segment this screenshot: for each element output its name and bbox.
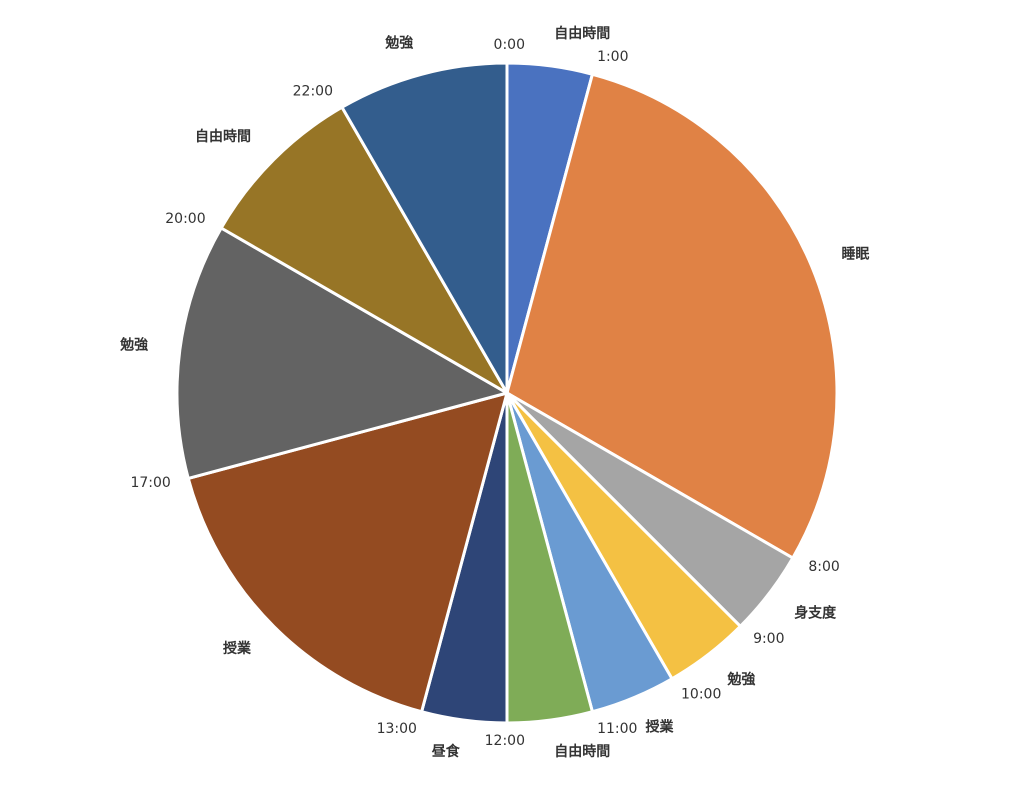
slice-label: 昼食 [432,743,461,760]
slice-label: 睡眠 [841,246,869,262]
slice-label: 授業 [646,718,675,735]
time-label: 17:00 [130,475,170,491]
slice-label: 自由時間 [554,743,610,760]
time-label: 9:00 [753,631,784,647]
slice-label: 身支度 [794,604,837,621]
time-label: 1:00 [597,49,628,65]
time-label: 20:00 [165,211,205,227]
slice-label: 自由時間 [554,25,610,42]
pie-slice [175,225,511,481]
time-label: 8:00 [808,559,839,575]
slice-label: 勉強 [119,337,148,354]
slice-label: 授業 [223,640,252,657]
pie-slice [339,61,509,399]
slice-label: 勉強 [384,34,413,51]
pie-slice [186,390,510,714]
pie-slice [219,105,512,398]
time-label: 22:00 [293,84,333,100]
slice-label: 勉強 [726,671,755,688]
time-label: 11:00 [597,721,637,737]
time-label: 10:00 [681,686,721,702]
time-label: 0:00 [494,37,525,53]
slice-label: 自由時間 [195,128,251,145]
time-label: 13:00 [377,721,417,737]
pie-slice [505,72,839,561]
time-label: 12:00 [485,733,525,749]
